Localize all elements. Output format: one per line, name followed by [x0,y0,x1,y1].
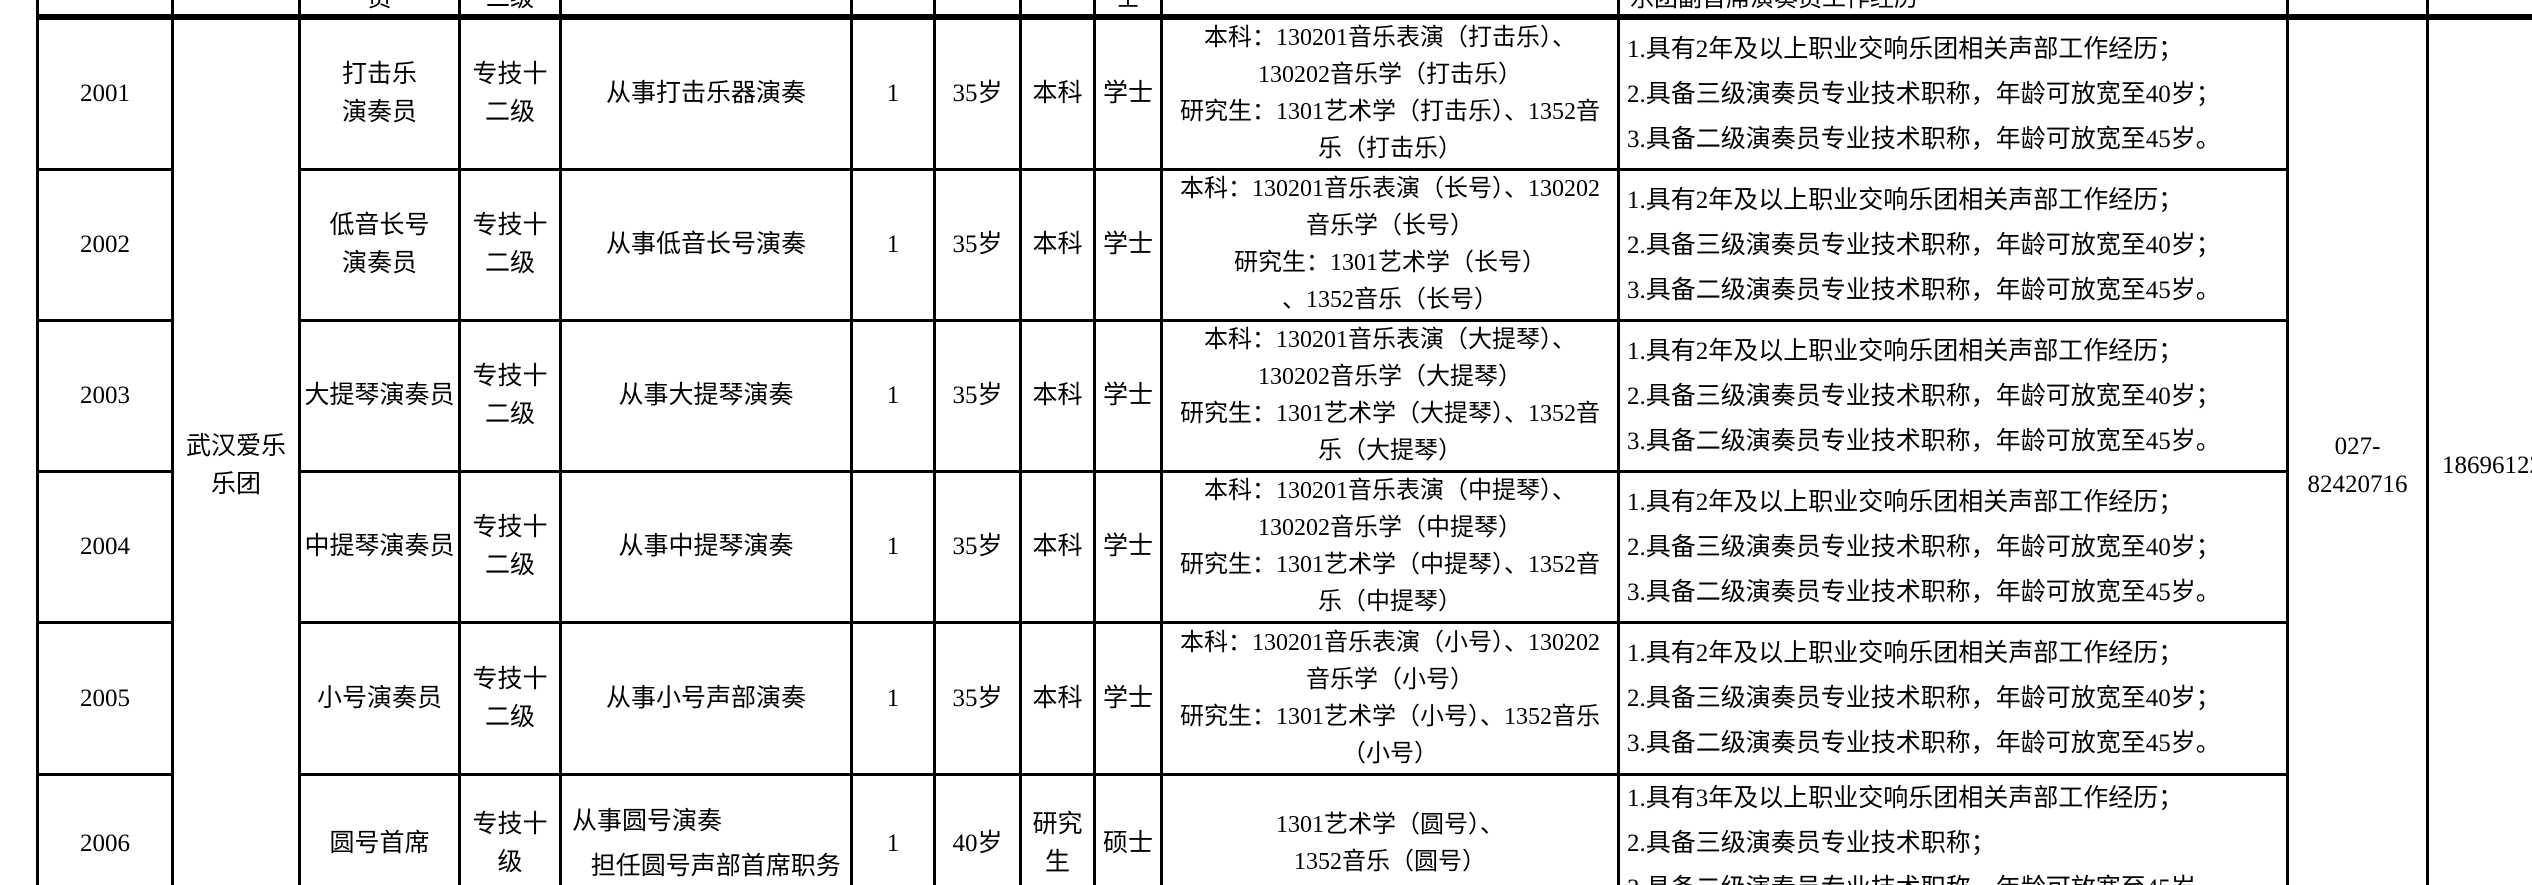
cell-level: 专技十 级 [458,773,562,885]
cell-position: 低音长号 演奏员 [298,168,461,322]
cell-level: 专技十 二级 [458,621,562,776]
cell-education: 本科 [1019,470,1096,624]
cell-requirements-partial: 乐团副首席演奏员工作经历 [1617,0,2289,20]
cell-position: 打击乐 演奏员 [298,15,461,171]
cell-requirements: 1.具有2年及以上职业交响乐团相关声部工作经历； 2.具备三级演奏员专业技术职称… [1617,15,2289,171]
cell-unit: 武汉爱乐 乐团 [171,15,301,885]
recruitment-table: 员 二级 士 乐团副首席演奏员工作经历 2001 武汉爱乐 乐团 打击乐 演奏员… [36,0,2532,885]
cell-position: 大提琴演奏员 [298,319,461,473]
cell-duty: 从事中提琴演奏 [559,470,853,624]
cell-requirements: 1.具有3年及以上职业交响乐团相关声部工作经历； 2.具备三级演奏员专业技术职称… [1617,773,2289,885]
table-row-partial-top: 员 二级 士 乐团副首席演奏员工作经历 [36,0,2532,20]
cell-phone-partial [2286,0,2429,20]
cell-count: 1 [850,621,936,776]
cell-count: 1 [850,773,936,885]
cell-code-partial [36,0,174,20]
cell-level: 专技十 二级 [458,470,562,624]
cell-mobile: 186961221 [2426,15,2532,885]
cell-duty-partial [559,0,853,20]
cell-code: 2006 [36,773,174,885]
cell-code: 2003 [36,319,174,473]
cell-count: 1 [850,168,936,322]
cell-code: 2002 [36,168,174,322]
cell-phone: 027- 82420716 [2286,15,2429,885]
cell-age-partial [933,0,1022,20]
cell-age: 35岁 [933,621,1022,776]
cell-code: 2005 [36,621,174,776]
cell-level: 专技十 二级 [458,319,562,473]
cell-duty: 从事打击乐器演奏 [559,15,853,171]
cell-position-partial: 员 [298,0,461,20]
cell-education-partial [1019,0,1096,20]
cell-degree: 学士 [1093,621,1163,776]
cell-duty: 从事低音长号演奏 [559,168,853,322]
cell-count: 1 [850,470,936,624]
cell-mobile-partial [2426,0,2532,20]
cell-duty: 从事小号声部演奏 [559,621,853,776]
clipped-text: 二级 [463,0,558,11]
cell-majors-partial [1160,0,1620,20]
clipped-text: 乐团副首席演奏员工作经历 [1622,0,2285,11]
cell-requirements: 1.具有2年及以上职业交响乐团相关声部工作经历； 2.具备三级演奏员专业技术职称… [1617,470,2289,624]
cell-level-partial: 二级 [458,0,562,20]
clipped-text: 士 [1098,0,1159,11]
cell-age: 35岁 [933,15,1022,171]
cell-duty: 从事圆号演奏 担任圆号声部首席职务 [559,773,853,885]
cell-education: 研究 生 [1019,773,1096,885]
table-row: 2004 中提琴演奏员 专技十 二级 从事中提琴演奏 1 35岁 本科 学士 本… [36,470,2532,624]
cell-age: 35岁 [933,168,1022,322]
cell-age: 35岁 [933,470,1022,624]
table-row: 2006 圆号首席 专技十 级 从事圆号演奏 担任圆号声部首席职务 1 40岁 … [36,773,2532,885]
cell-count: 1 [850,15,936,171]
cell-education: 本科 [1019,319,1096,473]
cell-age: 40岁 [933,773,1022,885]
cell-majors: 本科：130201音乐表演（中提琴）、 130202音乐学（中提琴） 研究生：1… [1160,470,1620,624]
cell-code: 2001 [36,15,174,171]
cell-age: 35岁 [933,319,1022,473]
cell-position: 圆号首席 [298,773,461,885]
cell-requirements: 1.具有2年及以上职业交响乐团相关声部工作经历； 2.具备三级演奏员专业技术职称… [1617,319,2289,473]
cell-duty: 从事大提琴演奏 [559,319,853,473]
cell-degree: 学士 [1093,15,1163,171]
cell-degree: 学士 [1093,168,1163,322]
table-row: 2005 小号演奏员 专技十 二级 从事小号声部演奏 1 35岁 本科 学士 本… [36,621,2532,776]
cell-degree: 硕士 [1093,773,1163,885]
cell-majors: 本科：130201音乐表演（大提琴）、 130202音乐学（大提琴） 研究生：1… [1160,319,1620,473]
cell-code: 2004 [36,470,174,624]
cell-level: 专技十 二级 [458,15,562,171]
cell-degree-partial: 士 [1093,0,1163,20]
cell-count: 1 [850,319,936,473]
cell-position: 中提琴演奏员 [298,470,461,624]
cell-requirements: 1.具有2年及以上职业交响乐团相关声部工作经历； 2.具备三级演奏员专业技术职称… [1617,168,2289,322]
table-row: 2003 大提琴演奏员 专技十 二级 从事大提琴演奏 1 35岁 本科 学士 本… [36,319,2532,473]
cell-degree: 学士 [1093,470,1163,624]
cell-majors: 本科：130201音乐表演（长号）、130202 音乐学（长号） 研究生：130… [1160,168,1620,322]
cell-majors: 本科：130201音乐表演（小号）、130202 音乐学（小号） 研究生：130… [1160,621,1620,776]
cell-position: 小号演奏员 [298,621,461,776]
clipped-text: 员 [303,0,457,11]
cell-count-partial [850,0,936,20]
cell-education: 本科 [1019,15,1096,171]
cell-majors: 1301艺术学（圆号）、 1352音乐（圆号） [1160,773,1620,885]
cell-degree: 学士 [1093,319,1163,473]
cell-education: 本科 [1019,621,1096,776]
cell-majors: 本科：130201音乐表演（打击乐）、 130202音乐学（打击乐） 研究生：1… [1160,15,1620,171]
cell-unit-partial [171,0,301,20]
cell-level: 专技十 二级 [458,168,562,322]
table-row: 2001 武汉爱乐 乐团 打击乐 演奏员 专技十 二级 从事打击乐器演奏 1 3… [36,15,2532,885]
cell-education: 本科 [1019,168,1096,322]
cell-requirements: 1.具有2年及以上职业交响乐团相关声部工作经历； 2.具备三级演奏员专业技术职称… [1617,621,2289,776]
table-row: 2002 低音长号 演奏员 专技十 二级 从事低音长号演奏 1 35岁 本科 学… [36,168,2532,322]
